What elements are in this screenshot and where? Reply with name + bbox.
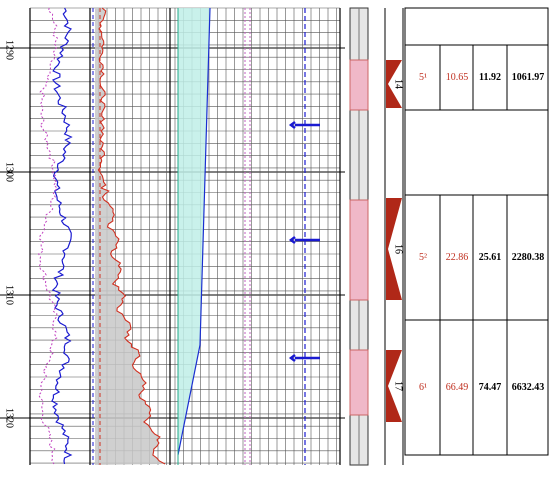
zone: 5¹ <box>419 72 427 83</box>
arrow <box>288 236 320 244</box>
zone: 6¹ <box>419 382 427 393</box>
log-curves <box>37 7 320 465</box>
porosity: 66.49 <box>446 382 469 393</box>
thickness: 25.61 <box>479 252 502 263</box>
layer-number: 16 <box>393 244 404 254</box>
perforation <box>349 199 369 301</box>
perforation <box>349 349 369 416</box>
volume: 2280.38 <box>512 252 545 263</box>
labels: 1290 1300 1310 1320 14 5¹ 10.65 11.92 1061.97 16 5… <box>4 40 545 428</box>
depth-label: 1290 <box>4 40 15 60</box>
thickness: 11.92 <box>479 72 501 83</box>
layer-number: 14 <box>393 79 404 89</box>
layer-number: 17 <box>393 381 404 391</box>
zone: 5² <box>419 252 427 263</box>
volume: 6632.43 <box>512 382 545 393</box>
layer-marker <box>386 198 402 300</box>
blue-curve <box>177 7 211 456</box>
volume: 1061.97 <box>512 72 545 83</box>
table <box>404 7 549 456</box>
red-log <box>97 7 166 465</box>
cyan-fill <box>178 8 210 455</box>
arrow <box>288 121 320 129</box>
depth-label: 1300 <box>4 162 15 182</box>
layer-marker <box>386 60 402 108</box>
thickness: 74.47 <box>479 382 502 393</box>
depth-label: 1320 <box>4 408 15 428</box>
blue-log <box>51 7 73 465</box>
layer-marker <box>386 350 402 422</box>
arrow <box>288 354 320 362</box>
gray-fill <box>95 8 166 465</box>
pink-log <box>37 7 59 465</box>
perforation <box>349 59 369 111</box>
porosity: 22.86 <box>446 252 469 263</box>
depth-label: 1310 <box>4 285 15 305</box>
porosity: 10.65 <box>446 72 469 83</box>
